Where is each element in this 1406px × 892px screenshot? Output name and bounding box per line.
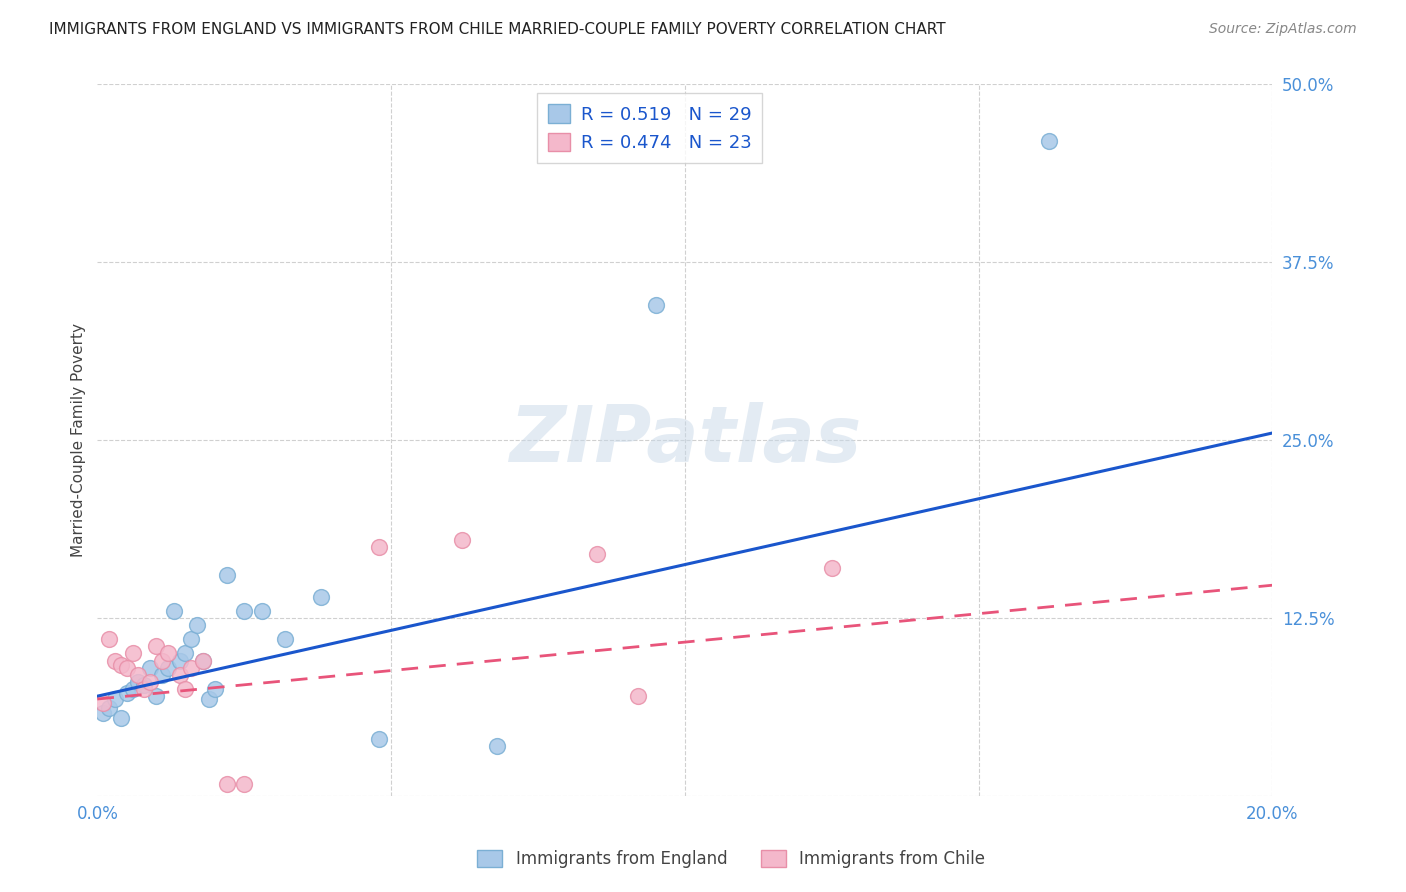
Point xyxy=(174,647,197,661)
Point xyxy=(127,668,149,682)
Point xyxy=(198,692,221,706)
Point xyxy=(274,632,297,647)
Point xyxy=(115,686,138,700)
Point xyxy=(644,298,666,312)
Point xyxy=(115,661,138,675)
Point xyxy=(110,657,132,672)
Point xyxy=(139,661,162,675)
Point xyxy=(821,561,844,575)
Text: IMMIGRANTS FROM ENGLAND VS IMMIGRANTS FROM CHILE MARRIED-COUPLE FAMILY POVERTY C: IMMIGRANTS FROM ENGLAND VS IMMIGRANTS FR… xyxy=(49,22,946,37)
Point xyxy=(91,696,114,710)
Point xyxy=(180,632,202,647)
Point xyxy=(250,604,273,618)
Point xyxy=(191,654,214,668)
Point xyxy=(191,654,214,668)
Point xyxy=(98,632,121,647)
Legend: R = 0.519   N = 29, R = 0.474   N = 23: R = 0.519 N = 29, R = 0.474 N = 23 xyxy=(537,94,762,163)
Point xyxy=(169,668,191,682)
Point xyxy=(233,777,256,791)
Point xyxy=(186,618,208,632)
Y-axis label: Married-Couple Family Poverty: Married-Couple Family Poverty xyxy=(72,323,86,558)
Point xyxy=(156,647,179,661)
Point xyxy=(156,661,179,675)
Point xyxy=(485,739,508,753)
Text: ZIPatlas: ZIPatlas xyxy=(509,402,860,478)
Point xyxy=(180,661,202,675)
Point xyxy=(163,604,186,618)
Point xyxy=(1038,134,1060,148)
Point xyxy=(368,731,391,746)
Point xyxy=(110,710,132,724)
Point xyxy=(204,681,226,696)
Point xyxy=(134,681,156,696)
Point xyxy=(121,681,143,696)
Point xyxy=(233,604,256,618)
Point xyxy=(215,777,238,791)
Point xyxy=(627,689,650,703)
Point xyxy=(368,540,391,554)
Point xyxy=(91,706,114,721)
Point xyxy=(150,668,173,682)
Text: Source: ZipAtlas.com: Source: ZipAtlas.com xyxy=(1209,22,1357,37)
Point xyxy=(134,678,156,692)
Point xyxy=(104,654,127,668)
Point xyxy=(145,640,167,654)
Point xyxy=(98,700,121,714)
Point xyxy=(145,689,167,703)
Point xyxy=(585,547,607,561)
Legend: Immigrants from England, Immigrants from Chile: Immigrants from England, Immigrants from… xyxy=(471,843,991,875)
Point xyxy=(104,692,127,706)
Point xyxy=(215,568,238,582)
Point xyxy=(121,647,143,661)
Point xyxy=(139,675,162,690)
Point xyxy=(174,681,197,696)
Point xyxy=(450,533,472,547)
Point xyxy=(309,590,332,604)
Point xyxy=(150,654,173,668)
Point xyxy=(127,675,149,690)
Point xyxy=(169,654,191,668)
